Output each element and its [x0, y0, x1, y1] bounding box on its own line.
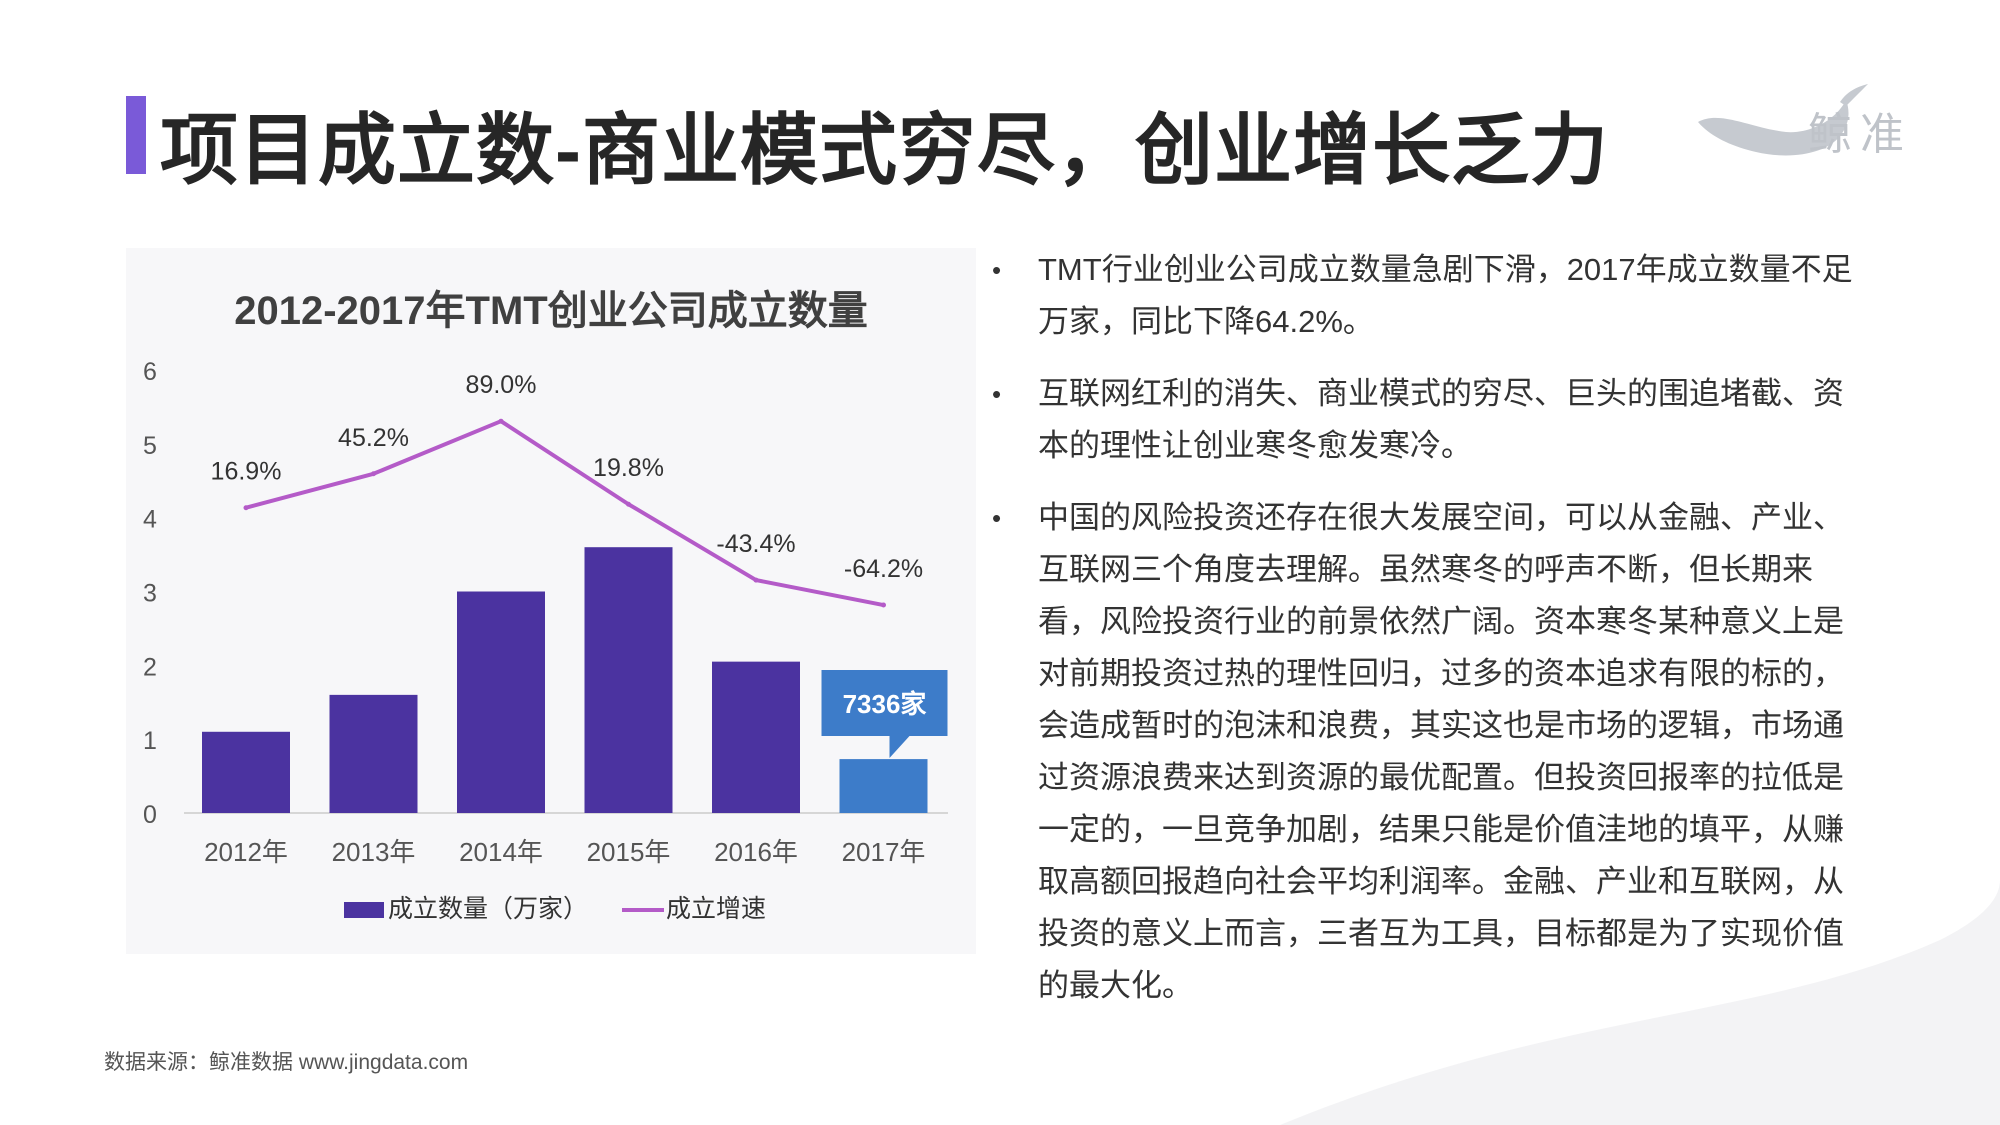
- callout-label: 7336家: [843, 689, 927, 719]
- y-tick-label: 3: [143, 580, 157, 608]
- y-tick-label: 2: [143, 653, 157, 681]
- x-tick-label: 2013年: [332, 837, 416, 867]
- growth-data-label: -64.2%: [844, 555, 923, 583]
- growth-data-label: 89.0%: [466, 371, 537, 399]
- y-tick-label: 1: [143, 727, 157, 755]
- x-tick-label: 2015年: [587, 837, 671, 867]
- chart-panel: [126, 248, 976, 954]
- chart-title: 2012-2017年TMT创业公司成立数量: [234, 289, 868, 333]
- y-tick-label: 0: [143, 801, 157, 829]
- x-tick-label: 2014年: [459, 837, 543, 867]
- bullet-text: 互联网红利的消失、商业模式的穷尽、巨头的围追堵截、资本的理性让创业寒冬愈发寒冷。: [1038, 376, 1844, 463]
- title-accent-bar: [126, 96, 146, 174]
- bullet-item: • 互联网红利的消失、商业模式的穷尽、巨头的围追堵截、资本的理性让创业寒冬愈发寒冷…: [990, 368, 1870, 472]
- bullet-icon: •: [992, 379, 1002, 409]
- y-tick-label: 4: [143, 506, 157, 534]
- bullet-list: • TMT行业创业公司成立数量急剧下滑，2017年成立数量不足万家，同比下降64.…: [990, 244, 1870, 1032]
- bullet-item: • TMT行业创业公司成立数量急剧下滑，2017年成立数量不足万家，同比下降64.…: [990, 244, 1870, 348]
- x-tick-label: 2017年: [842, 837, 926, 867]
- callout-box: [821, 670, 948, 758]
- bullet-text: 中国的风险投资还存在很大发展空间，可以从金融、产业、互联网三个角度去理解。虽然寒…: [1038, 500, 1844, 1003]
- bullet-item: • 中国的风险投资还存在很大发展空间，可以从金融、产业、互联网三个角度去理解。虽然…: [990, 492, 1870, 1012]
- growth-point: [753, 577, 759, 583]
- bar-line-chart: 0 1 2 3 4 5 6 2012年 2013年 2014年 2015年 2016年 2017年 16.…: [143, 358, 948, 923]
- bar: [712, 661, 800, 813]
- growth-point: [243, 505, 249, 511]
- source-note: 数据来源：鲸准数据 www.jingdata.com: [104, 1051, 469, 1074]
- legend-swatch-bar: [344, 902, 384, 918]
- bar: [839, 759, 928, 813]
- page-title: 项目成立数-商业模式穷尽，创业增长乏力: [160, 106, 1609, 194]
- growth-point: [881, 602, 886, 608]
- bar: [584, 547, 673, 813]
- y-tick-label: 5: [143, 432, 157, 460]
- bar: [329, 694, 418, 813]
- growth-line: [245, 419, 884, 608]
- bar: [202, 731, 290, 813]
- whale-icon: [1698, 84, 1868, 156]
- x-tick-label: 2012年: [204, 837, 288, 867]
- growth-point: [498, 418, 504, 424]
- growth-data-label: 16.9%: [211, 458, 282, 486]
- bar: [457, 591, 545, 813]
- growth-data-label: 19.8%: [593, 454, 664, 482]
- growth-data-label: -43.4%: [716, 530, 795, 558]
- legend-label-line: 成立增速: [666, 895, 766, 923]
- y-tick-label: 6: [143, 358, 157, 386]
- growth-data-label: 45.2%: [338, 424, 409, 452]
- bullet-icon: •: [992, 503, 1002, 533]
- bullet-text: TMT行业创业公司成立数量急剧下滑，2017年成立数量不足万家，同比下降64.2…: [1038, 252, 1853, 339]
- growth-point: [371, 471, 376, 477]
- x-tick-label: 2016年: [714, 837, 798, 867]
- legend-label-bar: 成立数量（万家）: [388, 895, 588, 923]
- logo-text: 鲸准: [1808, 110, 1912, 159]
- growth-point: [626, 501, 631, 507]
- bullet-icon: •: [992, 255, 1002, 285]
